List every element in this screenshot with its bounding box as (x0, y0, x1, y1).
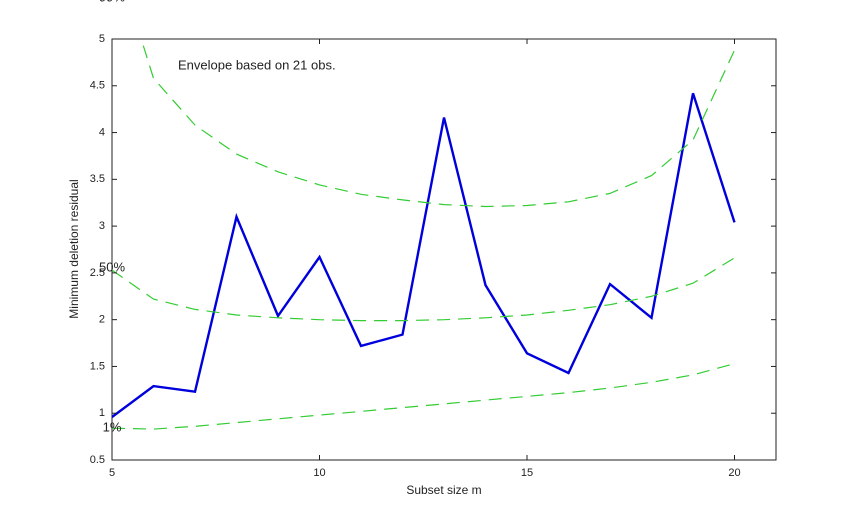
annotation: Envelope based on 21 obs. (178, 57, 336, 72)
y-axis-label: Minimum deletion residual (67, 179, 81, 318)
envelope-label: 1% (103, 419, 122, 434)
plot-area (112, 39, 736, 430)
y-tick-label: 0.5 (90, 454, 105, 466)
x-tick-label: 10 (313, 467, 325, 479)
y-tick-label: 5 (99, 33, 105, 45)
x-tick-label: 20 (728, 467, 740, 479)
envelope-label: 99% (99, 0, 125, 4)
y-tick-label: 2 (99, 314, 105, 326)
envelope-line (112, 257, 735, 322)
y-tick-label: 3 (99, 220, 105, 232)
y-tick-label: 4.5 (90, 80, 105, 92)
y-tick-label: 4 (99, 126, 105, 138)
data-line (112, 92, 736, 418)
y-tick-label: 1.5 (90, 360, 105, 372)
x-tick-label: 5 (109, 467, 115, 479)
plot-frame (111, 38, 777, 461)
x-tick-label: 15 (521, 467, 533, 479)
envelope-label: 50% (99, 259, 125, 274)
y-tick-label: 2.5 (90, 267, 105, 279)
x-axis-label: Subset size m (406, 483, 481, 497)
y-tick-label: 1 (99, 407, 105, 419)
envelope-line (140, 39, 736, 208)
envelope-line (112, 363, 735, 430)
y-tick-label: 3.5 (90, 173, 105, 185)
